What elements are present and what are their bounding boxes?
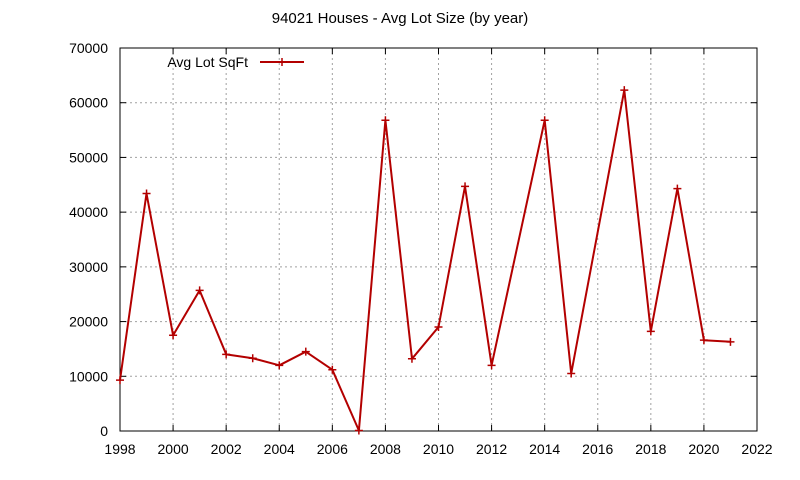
x-tick-label: 2022 <box>741 441 772 457</box>
x-tick-label: 2020 <box>688 441 719 457</box>
chart-title: 94021 Houses - Avg Lot Size (by year) <box>272 10 529 27</box>
data-point <box>407 354 416 363</box>
data-point <box>142 189 151 198</box>
x-tick-label: 2004 <box>264 441 295 457</box>
data-point <box>646 327 655 336</box>
series-layer <box>116 86 735 435</box>
y-tick-label: 0 <box>100 423 108 439</box>
data-point <box>726 337 735 346</box>
y-tick-label: 30000 <box>69 259 108 275</box>
data-point <box>328 365 337 374</box>
x-tick-label: 2010 <box>423 441 454 457</box>
legend-label: Avg Lot SqFt <box>167 54 248 70</box>
x-tick-label: 2018 <box>635 441 666 457</box>
data-point <box>381 116 390 125</box>
data-point <box>699 336 708 345</box>
x-tick-label: 2012 <box>476 441 507 457</box>
x-tick-label: 2014 <box>529 441 560 457</box>
data-point <box>354 426 363 435</box>
data-point <box>434 323 443 332</box>
data-point <box>567 369 576 378</box>
data-point <box>116 376 124 385</box>
data-point <box>248 354 257 363</box>
data-point <box>169 331 178 340</box>
grid <box>120 48 757 431</box>
data-point <box>487 361 496 370</box>
x-tick-label: 2008 <box>370 441 401 457</box>
legend: Avg Lot SqFt <box>167 54 304 70</box>
data-point <box>540 116 549 125</box>
y-tick-label: 10000 <box>69 368 108 384</box>
data-point <box>620 86 629 95</box>
x-tick-label: 2000 <box>158 441 189 457</box>
y-tick-label: 70000 <box>69 40 108 56</box>
axis-ticks: 1998 2000 2002 2004 2006 2008 2010 2012 2014 2016… <box>69 40 773 457</box>
x-tick-label: 2016 <box>582 441 613 457</box>
data-point <box>195 286 204 295</box>
y-tick-label: 20000 <box>69 314 108 330</box>
x-tick-label: 1998 <box>104 441 135 457</box>
y-tick-label: 60000 <box>69 95 108 111</box>
data-point <box>301 347 310 356</box>
y-tick-label: 40000 <box>69 204 108 220</box>
x-tick-label: 2006 <box>317 441 348 457</box>
data-point <box>222 350 231 359</box>
data-point <box>673 184 682 193</box>
data-point <box>461 182 470 191</box>
series-line <box>119 89 731 432</box>
data-point <box>275 361 284 370</box>
legend-marker <box>278 58 286 66</box>
x-tick-label: 2002 <box>211 441 242 457</box>
y-tick-label: 50000 <box>69 149 108 165</box>
